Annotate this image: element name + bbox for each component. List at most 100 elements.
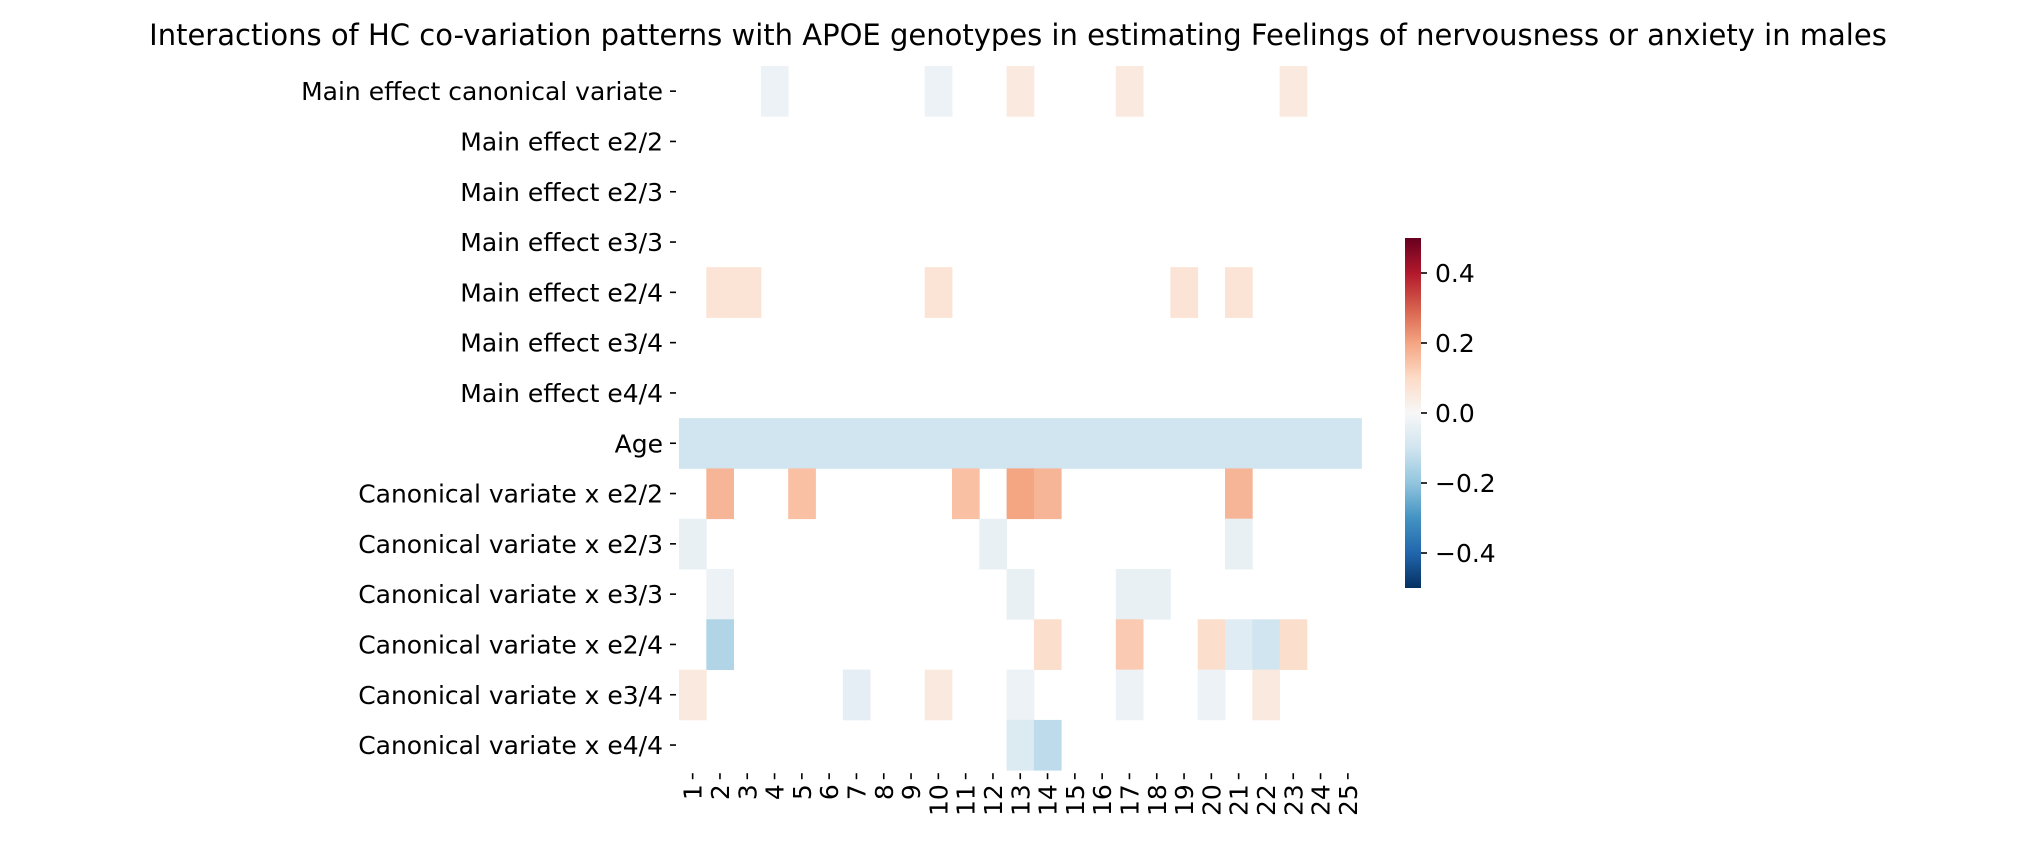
colorbar-tick-label: 0.0 [1435, 399, 1475, 428]
heatmap-cell-r8-c2 [706, 418, 734, 469]
colorbar-tick-label: −0.4 [1435, 539, 1496, 568]
heatmap-cell-r13-c10 [924, 669, 953, 721]
heatmap-cell-r8-c21 [1225, 418, 1253, 469]
heatmap-cell-r8-c20 [1197, 418, 1226, 469]
colorbar-tick-label: 0.2 [1435, 329, 1475, 358]
heatmap-cell-r12-c23 [1279, 619, 1308, 670]
heatmap-cell-r13-c1 [679, 669, 707, 721]
heatmap-cell-r8-c23 [1279, 418, 1308, 469]
colorbar-gradient [1405, 238, 1421, 588]
x-tick-label: 16 [1088, 784, 1117, 816]
y-tick-label: Age [615, 429, 663, 458]
x-tick-label: 10 [924, 784, 953, 816]
colorbar: 0.4 0.2 0.0 −0.2 −0.4 [1405, 238, 1496, 588]
heatmap-cell-r5-c10 [924, 267, 953, 318]
heatmap-cell-r8-c10 [924, 418, 953, 469]
heatmap-cell-r5-c3 [733, 267, 762, 318]
x-tick-label: 7 [842, 784, 871, 800]
heatmap-cell-r1-c10 [924, 66, 953, 117]
x-tick-label: 21 [1225, 784, 1254, 816]
heatmap-cell-r8-c7 [842, 418, 871, 469]
heatmap-cell-r8-c9 [897, 418, 926, 469]
heatmap-cell-r12-c17 [1115, 619, 1144, 670]
heatmap-cell-r11-c13 [1006, 569, 1035, 620]
heatmap-cell-r8-c22 [1252, 418, 1280, 469]
x-tick-label: 15 [1061, 784, 1090, 816]
heatmap-cell-r10-c1 [679, 518, 707, 570]
heatmap-cell-r1-c17 [1115, 66, 1144, 117]
y-tick-label: Canonical variate x e2/2 [358, 480, 663, 509]
x-tick-label: 24 [1307, 784, 1336, 816]
x-tick-label: 13 [1006, 784, 1035, 816]
y-tick-label: Main effect e3/3 [460, 228, 663, 257]
heatmap-cell-r8-c3 [733, 418, 762, 469]
heatmap-cell-r9-c2 [706, 468, 734, 520]
heatmap-cell-r5-c19 [1170, 267, 1199, 318]
heatmap-cell-r1-c4 [760, 66, 789, 117]
heatmap-cell-r8-c6 [815, 418, 844, 469]
heatmap-cell-r13-c13 [1006, 669, 1035, 721]
heatmap-cell-r8-c1 [679, 418, 707, 469]
heatmap-cell-r14-c13 [1006, 719, 1035, 771]
y-tick-label: Canonical variate x e2/4 [358, 630, 663, 659]
heatmap-cell-r9-c14 [1033, 468, 1062, 520]
y-tick-label: Main effect e4/4 [460, 379, 663, 408]
heatmap-cell-r12-c2 [706, 619, 734, 670]
y-tick-label: Canonical variate x e3/4 [358, 681, 663, 710]
heatmap-cell-r5-c2 [706, 267, 734, 318]
heatmap-cell-r8-c24 [1306, 418, 1335, 469]
x-tick-label: 25 [1334, 784, 1363, 816]
heatmap-cell-r9-c5 [788, 468, 816, 520]
heatmap-cell-r11-c18 [1143, 569, 1171, 620]
x-tick-label: 19 [1170, 784, 1199, 816]
y-tick-label: Main effect e2/2 [460, 127, 663, 156]
x-tick-label: 12 [979, 784, 1008, 816]
heatmap-cells [679, 66, 1362, 771]
y-axis-labels: Main effect canonical variate Main effect… [301, 77, 676, 760]
heatmap-cell-r13-c20 [1197, 669, 1226, 721]
heatmap-cell-r10-c21 [1225, 518, 1253, 570]
x-tick-label: 23 [1279, 784, 1308, 816]
heatmap-cell-r13-c22 [1252, 669, 1280, 721]
heatmap-cell-r8-c11 [952, 418, 980, 469]
x-tick-label: 3 [733, 784, 762, 800]
y-tick-label: Main effect e2/3 [460, 178, 663, 207]
heatmap-cell-r9-c21 [1225, 468, 1253, 520]
colorbar-tick-label: −0.2 [1435, 469, 1496, 498]
colorbar-tick-label: 0.4 [1435, 259, 1475, 288]
x-tick-label: 22 [1252, 784, 1281, 816]
heatmap-cell-r12-c21 [1225, 619, 1253, 670]
x-tick-label: 17 [1115, 784, 1144, 816]
y-tick-label: Canonical variate x e4/4 [358, 731, 663, 760]
heatmap-cell-r9-c13 [1006, 468, 1035, 520]
heatmap-cell-r8-c14 [1033, 418, 1062, 469]
x-tick-label: 5 [788, 784, 817, 800]
heatmap-cell-r8-c12 [979, 418, 1007, 469]
heatmap-cell-r8-c8 [870, 418, 898, 469]
x-tick-label: 8 [870, 784, 899, 800]
y-tick-label: Main effect e3/4 [460, 329, 663, 358]
heatmap-cell-r8-c25 [1334, 418, 1362, 469]
heatmap-cell-r1-c13 [1006, 66, 1035, 117]
heatmap-cell-r8-c17 [1115, 418, 1144, 469]
x-tick-label: 9 [897, 784, 926, 800]
y-tick-label: Canonical variate x e3/3 [358, 580, 663, 609]
y-tick-label: Canonical variate x e2/3 [358, 530, 663, 559]
y-tick-label: Main effect canonical variate [301, 77, 663, 106]
x-tick-label: 18 [1143, 784, 1172, 816]
heatmap-cell-r9-c11 [952, 468, 980, 520]
x-tick-label: 2 [706, 784, 735, 800]
y-tick-label: Main effect e2/4 [460, 278, 663, 307]
heatmap-cell-r8-c15 [1061, 418, 1089, 469]
heatmap-cell-r8-c18 [1143, 418, 1171, 469]
heatmap-cell-r8-c13 [1006, 418, 1035, 469]
heatmap-cell-r8-c5 [788, 418, 816, 469]
heatmap-cell-r8-c16 [1088, 418, 1117, 469]
x-tick-label: 20 [1197, 784, 1226, 816]
heatmap-cell-r12-c20 [1197, 619, 1226, 670]
heatmap-cell-r8-c19 [1170, 418, 1199, 469]
x-tick-label: 11 [952, 784, 981, 816]
x-tick-label: 14 [1034, 784, 1063, 816]
heatmap-cell-r10-c12 [979, 518, 1007, 570]
